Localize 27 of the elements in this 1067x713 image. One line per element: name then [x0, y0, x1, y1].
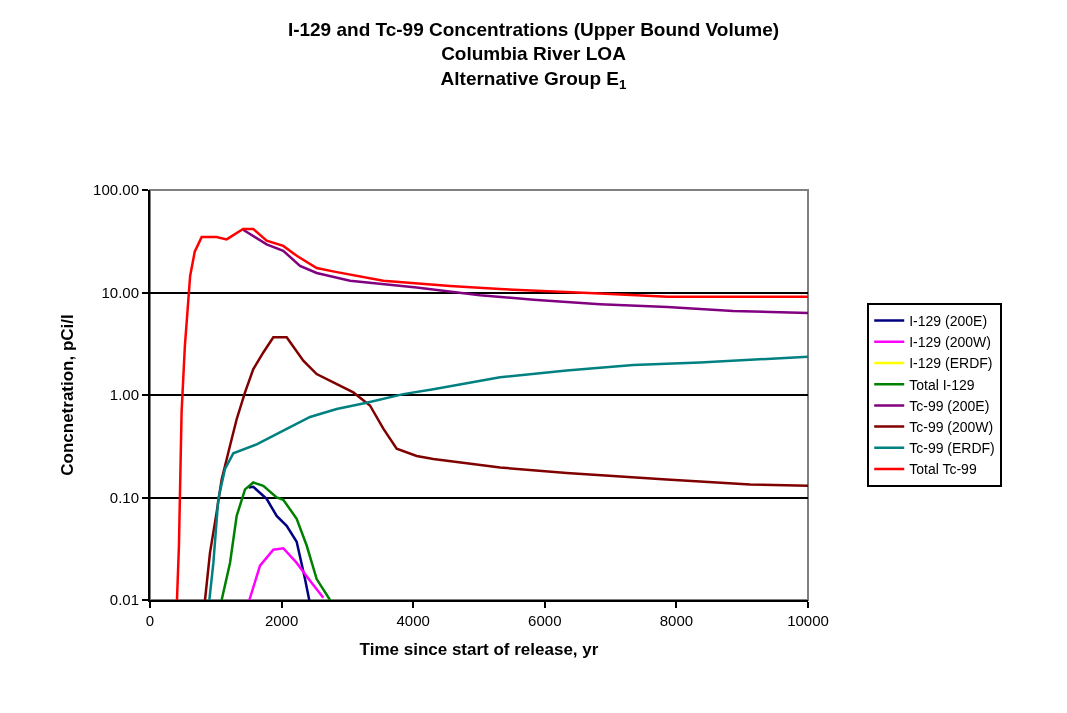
legend-label: Total I-129: [909, 376, 975, 393]
chart-title: I-129 and Tc-99 Concentrations (Upper Bound Volume) Columbia River LOA Alternative Group E$_{1}$: [287, 18, 780, 93]
legend-label: I-129 (200W): [909, 334, 991, 351]
y-tick-label: 100.00: [93, 181, 139, 199]
x-axis-title: Time since start of release, yr: [359, 639, 599, 659]
legend-label: I-129 (ERDF): [909, 355, 993, 372]
y-axis-title: Concnetration, pCi/l: [58, 314, 78, 476]
x-tick-label: 6000: [528, 612, 562, 629]
line-series: [175, 227, 808, 600]
legend-label: I-129 (200E): [909, 313, 988, 330]
y-tick-label: 10.00: [101, 283, 139, 301]
legend-label: Tc-99 (200W): [909, 419, 994, 436]
y-tick-label: 0.10: [109, 488, 139, 506]
x-tick-label: 4000: [396, 612, 430, 629]
line-series: [247, 485, 311, 600]
legend-label: Tc-99 (ERDF): [909, 440, 995, 457]
x-tick-label: 8000: [659, 612, 694, 629]
y-tick-label: 1.00: [109, 386, 139, 404]
line-series: [220, 481, 332, 600]
y-tick-label: 0.01: [109, 591, 139, 609]
x-tick-label: 2000: [264, 612, 299, 629]
line-series: [248, 546, 325, 600]
legend-label: Total Tc-99: [909, 461, 977, 478]
x-tick-label: 0: [145, 612, 155, 629]
line-series: [241, 228, 808, 315]
legend-label: Tc-99 (200E): [909, 397, 990, 414]
x-tick-label: 10000: [787, 612, 829, 629]
